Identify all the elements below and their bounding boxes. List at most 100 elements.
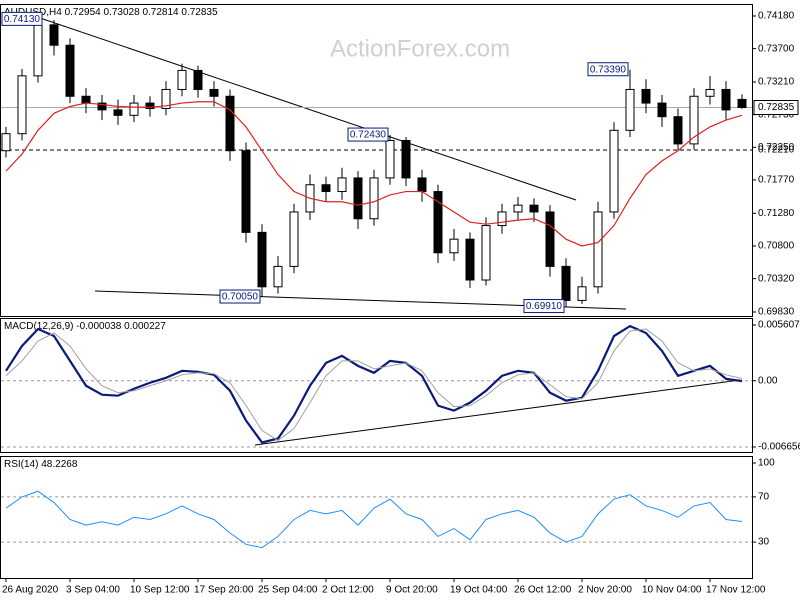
candle-body	[433, 191, 443, 254]
y-tick-label: 70	[758, 492, 770, 503]
x-tick-label: 26 Aug 2020	[2, 585, 59, 596]
y-tick-label: 0.70800	[758, 241, 795, 252]
candle-body	[737, 98, 747, 109]
trend-line	[254, 379, 741, 446]
level-label: 0.72210	[758, 145, 795, 156]
y-tick-label: 0.73700	[758, 43, 795, 54]
annotation-label: 0.70050	[222, 292, 259, 303]
candle-body	[481, 225, 491, 281]
line	[5, 490, 743, 549]
candle-body	[689, 95, 699, 145]
candle-body	[97, 102, 107, 111]
candle-body	[513, 204, 523, 213]
rsi-last: 48.2268	[41, 459, 78, 470]
candle-body	[1, 133, 11, 152]
candle-body	[657, 102, 667, 118]
candle-body	[417, 177, 427, 193]
candle-body	[673, 116, 683, 145]
candle-body	[321, 184, 331, 193]
candle-body	[145, 102, 155, 110]
header-open: 0.72954	[65, 7, 102, 18]
candle-body	[129, 102, 139, 116]
candle-body	[289, 211, 299, 267]
candle-body	[561, 265, 571, 301]
candle-body	[705, 88, 715, 97]
header-high: 0.73028	[104, 7, 141, 18]
y-tick-label: 0.005607	[758, 320, 800, 331]
x-tick-label: 17 Nov 12:00	[706, 585, 766, 596]
y-tick-label: 0.71770	[758, 175, 795, 186]
x-tick-label: 9 Oct 20:00	[386, 585, 438, 596]
rsi-header: RSI(14) 48.2268	[4, 459, 78, 470]
trend-line	[39, 17, 577, 201]
annotation-box	[219, 289, 261, 304]
candle-body	[545, 211, 555, 267]
candle-body	[209, 88, 219, 97]
watermark: ActionForex.com	[330, 35, 510, 62]
candle-body	[337, 177, 347, 193]
annotation-label: 0.72430	[350, 130, 387, 141]
candle-body	[33, 24, 43, 77]
x-tick-label: 10 Sep 12:00	[130, 585, 190, 596]
candle-body	[193, 69, 203, 90]
candle-body	[225, 95, 235, 152]
rsi-title: RSI(14)	[4, 459, 38, 470]
x-tick-label: 25 Sep 04:00	[258, 585, 318, 596]
line	[5, 328, 743, 442]
macd-title: MACD(12,26,9)	[4, 321, 73, 332]
x-tick-label: 17 Sep 20:00	[194, 585, 254, 596]
y-tick-label: 100	[758, 458, 775, 469]
line	[5, 101, 743, 247]
annotation-box	[523, 299, 565, 314]
candle-body	[161, 88, 171, 110]
macd-header: MACD(12,26,9) -0.000038 0.000227	[4, 321, 166, 332]
candle-body	[577, 286, 587, 301]
candle-body	[721, 88, 731, 111]
annotation-label: 0.69910	[526, 301, 563, 312]
candle-body	[353, 177, 363, 220]
header-close: 0.72835	[181, 7, 218, 18]
candle-body	[49, 24, 59, 46]
price-panel	[0, 4, 753, 317]
candle-body	[177, 69, 187, 90]
rsi-panel	[0, 456, 753, 579]
current-box	[753, 100, 799, 116]
candle-body	[625, 88, 635, 131]
candle-body	[241, 150, 251, 233]
y-tick-label: 0.73210	[758, 77, 795, 88]
y-tick-label: 0.74180	[758, 11, 795, 22]
x-tick-label: 19 Oct 04:00	[450, 585, 508, 596]
signal-last: 0.000227	[124, 321, 166, 332]
macd-panel	[0, 318, 753, 453]
x-tick-label: 26 Oct 12:00	[514, 585, 572, 596]
y-tick-label: 0.70320	[758, 273, 795, 284]
candle-body	[529, 204, 539, 213]
candle-body	[273, 265, 283, 288]
candle-body	[609, 129, 619, 213]
annotation-box	[587, 62, 629, 77]
x-tick-label: 2 Nov 20:00	[578, 585, 632, 596]
candle-body	[593, 211, 603, 288]
candle-body	[449, 238, 459, 254]
x-tick-label: 2 Oct 12:00	[322, 585, 374, 596]
y-tick-label: 0.71280	[758, 208, 795, 219]
annotation-label: 0.74130	[4, 14, 41, 25]
header-low: 0.72814	[142, 7, 179, 18]
candle-body	[81, 95, 91, 104]
y-tick-label: 0.00	[758, 375, 778, 386]
annotation-box	[1, 11, 43, 26]
y-tick-label: -0.006656	[758, 442, 800, 453]
annotation-label: 0.73390	[590, 64, 627, 75]
candle-body	[385, 140, 395, 179]
annotation-box	[347, 127, 389, 142]
candle-body	[465, 238, 475, 281]
candle-body	[17, 75, 27, 135]
candle-body	[369, 177, 379, 220]
current-label: 0.72835	[758, 102, 795, 113]
macd-last: -0.000038	[76, 321, 121, 332]
candle-body	[65, 44, 75, 97]
y-tick-label: 0.69830	[758, 307, 795, 318]
y-tick-label: 30	[758, 537, 770, 548]
